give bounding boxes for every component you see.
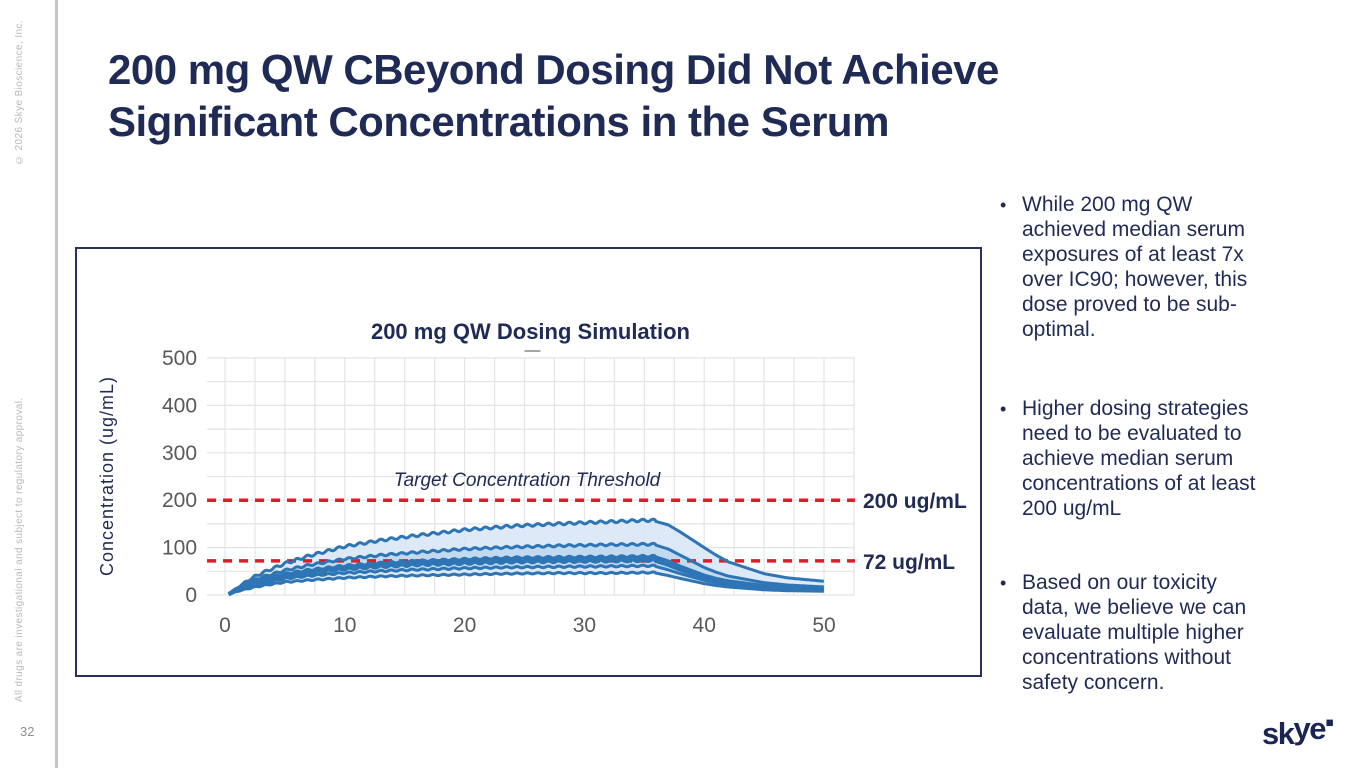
- skye-logo-text: sk: [1262, 716, 1295, 751]
- y-axis-label: Concentration (ug/mL): [97, 376, 117, 576]
- skye-logo-trademark-dot: ▪: [1324, 707, 1335, 737]
- threshold-label-200: 200 ug/mL: [863, 490, 967, 513]
- slide-title: 200 mg QW CBeyond Dosing Did Not Achieve…: [108, 44, 1118, 148]
- series-p60-envelope: [227, 553, 825, 596]
- series-p95-envelope: [227, 517, 825, 596]
- dosing-simulation-chart: 200 ug/mL 72 ug/mL Target Concentration Th…: [97, 319, 967, 637]
- y-tick-label: 500: [162, 347, 197, 370]
- sidebar-divider-line: [55, 0, 58, 768]
- skye-logo-text-raised: ye: [1293, 711, 1326, 746]
- x-tick-label: 20: [453, 614, 476, 637]
- bullet-item: • Higher dosing strategies need to be eva…: [1000, 396, 1255, 521]
- series-median: [227, 556, 826, 597]
- y-tick-label: 200: [162, 489, 197, 512]
- x-tick-label: 40: [693, 614, 716, 637]
- slide-title-line2: Significant Concentrations in the Serum: [108, 98, 889, 145]
- bullet-text: Based on our toxicity data, we believe w…: [1022, 571, 1247, 694]
- x-tick-label: 10: [333, 614, 356, 637]
- y-tick-label: 300: [162, 442, 197, 465]
- dosing-simulation-chart-frame: 200 ug/mL 72 ug/mL Target Concentration Th…: [75, 247, 982, 677]
- series-p75-envelope: [227, 541, 825, 596]
- threshold-label-72: 72 ug/mL: [863, 551, 955, 574]
- disclaimer-vertical-text: All drugs are investigational and subjec…: [14, 397, 25, 703]
- bullet-marker: •: [1000, 573, 1007, 593]
- series-p05-envelope: [228, 570, 825, 596]
- skye-logo: skye▪: [1262, 707, 1334, 752]
- chart-title: 200 mg QW Dosing Simulation: [371, 319, 690, 344]
- x-tick-label: 0: [219, 614, 231, 637]
- bullet-marker: •: [1000, 399, 1007, 419]
- copyright-vertical-text: © 2026 Skye Bioscience, Inc.: [14, 19, 25, 165]
- y-tick-label: 100: [162, 537, 197, 560]
- x-tick-label: 50: [812, 614, 835, 637]
- x-tick-label: 30: [573, 614, 596, 637]
- slide-title-line1: 200 mg QW CBeyond Dosing Did Not Achieve: [108, 46, 999, 93]
- bullet-marker: •: [1000, 195, 1007, 215]
- y-tick-label: 400: [162, 394, 197, 417]
- y-tick-label: 0: [185, 584, 197, 607]
- page-number: 32: [20, 724, 35, 739]
- threshold-title: Target Concentration Threshold: [394, 470, 662, 491]
- bullet-item: • While 200 mg QW achieved median serum e…: [1000, 192, 1247, 342]
- bullet-text: Higher dosing strategies need to be eval…: [1022, 397, 1256, 520]
- bullet-text: While 200 mg QW achieved median serum ex…: [1022, 193, 1248, 341]
- bullet-item: • Based on our toxicity data, we believe …: [1000, 570, 1246, 695]
